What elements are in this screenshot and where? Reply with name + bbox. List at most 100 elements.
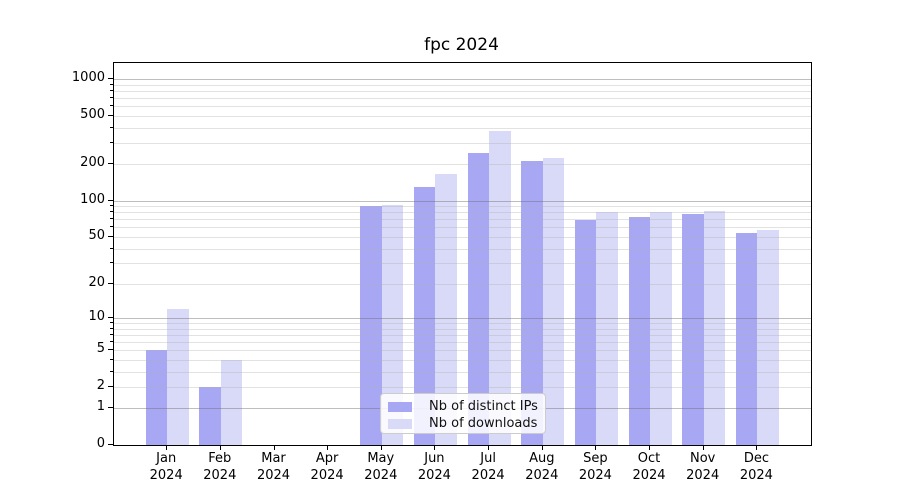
bar-distinct_ips-jun bbox=[413, 187, 436, 445]
x-tick-label-apr: Apr 2024 bbox=[297, 450, 357, 484]
gridline-minor-9 bbox=[114, 323, 811, 325]
x-tick-feb bbox=[219, 445, 221, 450]
y-tick-200 bbox=[108, 163, 113, 165]
bar-distinct_ips-sep bbox=[574, 220, 597, 445]
x-tick-aug bbox=[541, 445, 543, 450]
x-tick-label-oct: Oct 2024 bbox=[619, 450, 679, 484]
y-minor-tick-3 bbox=[110, 370, 113, 372]
x-tick-may bbox=[380, 445, 382, 450]
x-tick-apr bbox=[327, 445, 329, 450]
y-tick-0 bbox=[108, 444, 113, 445]
bar-downloads-jul bbox=[489, 131, 511, 445]
x-tick-month: Feb bbox=[208, 451, 232, 466]
x-tick-year: 2024 bbox=[686, 468, 720, 483]
x-tick-month: Nov bbox=[690, 451, 716, 466]
x-tick-label-jul: Jul 2024 bbox=[458, 450, 518, 484]
gridline-minor-600 bbox=[114, 106, 811, 108]
bar-distinct_ips-may bbox=[360, 206, 382, 445]
y-tick-5 bbox=[108, 349, 113, 351]
gridline-minor-30 bbox=[114, 263, 811, 265]
x-tick-year: 2024 bbox=[471, 468, 505, 483]
bar-downloads-may bbox=[381, 205, 404, 445]
x-tick-month: Jan bbox=[156, 451, 177, 466]
legend-swatch-distinct-ips bbox=[388, 402, 412, 412]
x-tick-month: Jun bbox=[424, 451, 445, 466]
y-minor-tick-800 bbox=[110, 90, 113, 92]
bar-distinct_ips-dec bbox=[735, 232, 758, 445]
x-tick-year: 2024 bbox=[256, 468, 291, 483]
x-tick-label-mar: Mar 2024 bbox=[244, 450, 304, 484]
x-tick-dec bbox=[756, 445, 758, 450]
y-minor-tick-300 bbox=[110, 142, 113, 143]
y-tick-label-10: 10 bbox=[88, 309, 105, 325]
y-tick-label-500: 500 bbox=[80, 107, 105, 122]
y-tick-label-1: 1 bbox=[96, 399, 105, 415]
gridline-minor-900 bbox=[114, 84, 811, 86]
y-tick-1 bbox=[108, 407, 113, 409]
x-tick-oct bbox=[649, 445, 650, 450]
legend: Nb of distinct IPs Nb of downloads bbox=[380, 393, 546, 434]
y-minor-tick-900 bbox=[110, 83, 113, 85]
bar-downloads-aug bbox=[542, 158, 565, 445]
gridline-major-1000 bbox=[114, 79, 811, 81]
legend-swatch-downloads bbox=[388, 419, 412, 429]
y-tick-10 bbox=[108, 317, 113, 319]
y-tick-label-20: 20 bbox=[88, 274, 105, 290]
x-tick-month: May bbox=[367, 451, 395, 466]
x-tick-label-nov: Nov 2024 bbox=[673, 450, 733, 484]
y-minor-tick-80 bbox=[110, 211, 113, 213]
y-minor-tick-40 bbox=[110, 247, 113, 249]
plot-area: Nb of distinct IPs Nb of downloads bbox=[113, 62, 812, 446]
gridline-minor-7 bbox=[114, 335, 811, 336]
y-tick-label-200: 200 bbox=[80, 155, 105, 171]
bar-downloads-jun bbox=[435, 173, 457, 445]
x-tick-label-sep: Sep 2024 bbox=[565, 450, 625, 484]
y-tick-2 bbox=[108, 385, 113, 387]
y-minor-tick-90 bbox=[110, 205, 113, 207]
bar-downloads-sep bbox=[596, 212, 618, 445]
x-tick-sep bbox=[595, 445, 597, 450]
y-minor-tick-30 bbox=[110, 262, 113, 264]
bar-distinct_ips-aug bbox=[521, 160, 543, 445]
x-tick-label-may: May 2024 bbox=[351, 450, 411, 484]
bar-distinct_ips-jul bbox=[467, 152, 490, 445]
x-tick-mar bbox=[273, 445, 275, 450]
bar-downloads-dec bbox=[757, 230, 779, 445]
bar-distinct_ips-oct bbox=[628, 217, 650, 445]
gridline-minor-60 bbox=[114, 227, 811, 229]
y-tick-label-100: 100 bbox=[80, 191, 105, 207]
x-tick-year: 2024 bbox=[203, 468, 237, 483]
y-tick-label-2: 2 bbox=[96, 377, 105, 393]
y-tick-label-1000: 1000 bbox=[71, 70, 105, 86]
y-tick-label-0: 0 bbox=[96, 436, 105, 451]
x-tick-label-dec: Dec 2024 bbox=[726, 450, 786, 484]
y-tick-50 bbox=[108, 235, 113, 237]
y-minor-tick-60 bbox=[110, 226, 113, 228]
gridline-minor-800 bbox=[114, 91, 811, 93]
legend-row-downloads: Nb of downloads bbox=[388, 416, 539, 432]
x-tick-month: Mar bbox=[261, 451, 286, 466]
x-tick-year: 2024 bbox=[525, 468, 559, 483]
x-tick-label-feb: Feb 2024 bbox=[190, 450, 250, 484]
bar-downloads-oct bbox=[650, 212, 672, 445]
y-minor-tick-6 bbox=[110, 341, 113, 342]
gridline-minor-200 bbox=[114, 164, 811, 166]
x-tick-month: Oct bbox=[637, 451, 661, 466]
y-tick-label-50: 50 bbox=[88, 227, 105, 243]
legend-row-distinct-ips: Nb of distinct IPs bbox=[388, 399, 539, 415]
gridline-minor-2 bbox=[114, 386, 811, 388]
x-tick-year: 2024 bbox=[149, 468, 183, 483]
y-minor-tick-8 bbox=[110, 327, 113, 329]
gridline-minor-70 bbox=[114, 219, 811, 221]
gridline-minor-20 bbox=[114, 283, 811, 285]
x-tick-label-jun: Jun 2024 bbox=[404, 450, 464, 484]
y-tick-1000 bbox=[108, 78, 113, 80]
gridline-minor-40 bbox=[114, 248, 811, 250]
y-minor-tick-70 bbox=[110, 218, 113, 220]
y-minor-tick-4 bbox=[110, 358, 113, 360]
chart-title: fpc 2024 bbox=[424, 35, 499, 55]
x-tick-year: 2024 bbox=[632, 468, 666, 483]
x-tick-year: 2024 bbox=[739, 468, 773, 483]
x-tick-label-jan: Jan 2024 bbox=[136, 450, 196, 484]
